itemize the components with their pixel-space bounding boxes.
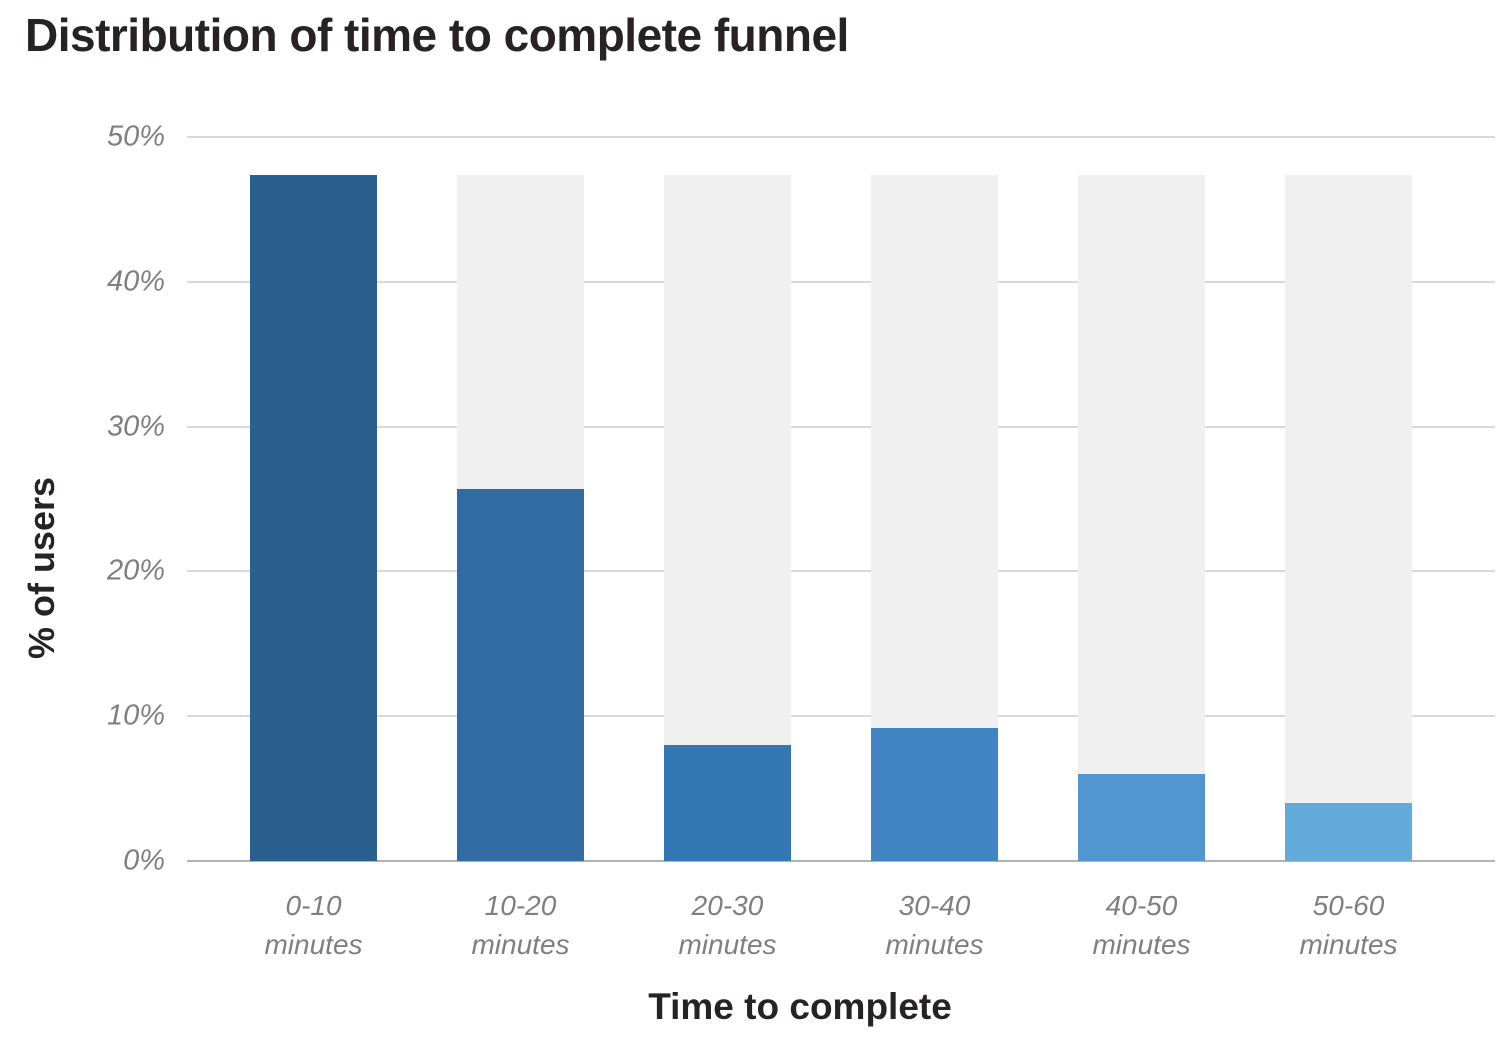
x-tick-line2: minutes: [678, 928, 777, 960]
x-tick-label: 50-60 minutes: [1299, 887, 1397, 964]
x-axis-line: [187, 860, 1495, 862]
gridline: [187, 425, 1495, 428]
bar-track: [1285, 174, 1412, 861]
y-tick-label: 10%: [106, 699, 165, 732]
x-tick-label: 30-40 minutes: [885, 887, 983, 964]
x-tick-line2: minutes: [264, 928, 363, 960]
x-tick-line1: 30-40: [898, 890, 971, 921]
gridline: [187, 280, 1495, 283]
y-tick-label: 0%: [123, 844, 165, 877]
x-tick-line2: minutes: [471, 928, 570, 960]
x-tick-line1: 40-50: [1105, 890, 1178, 921]
y-tick-label: 20%: [106, 554, 165, 587]
bar: [1285, 803, 1412, 861]
bar: [871, 727, 998, 861]
gridline: [187, 715, 1495, 718]
x-tick-label: 20-30 minutes: [678, 887, 776, 964]
bar: [664, 745, 791, 861]
x-axis-title: Time to complete: [648, 986, 952, 1027]
x-tick-line1: 0-10: [285, 890, 342, 921]
chart-title: Distribution of time to complete funnel: [25, 9, 849, 61]
x-tick-line2: minutes: [1299, 928, 1398, 960]
bar-track: [1078, 174, 1205, 861]
plot-area: 0% 10% 20% 30% 40% 50% 0-10 minutes 10-20 minutes…: [107, 121, 1495, 960]
gridline: [187, 570, 1495, 573]
y-tick-label: 40%: [106, 265, 165, 298]
x-tick-label: 10-20 minutes: [471, 887, 569, 964]
y-tick-label: 30%: [106, 410, 165, 443]
x-tick-label: 0-10 minutes: [264, 887, 362, 964]
y-tick-label: 50%: [106, 120, 165, 153]
x-tick-line1: 10-20: [484, 890, 557, 921]
x-tick-label: 40-50 minutes: [1092, 887, 1190, 964]
bar: [457, 488, 584, 861]
bar: [250, 174, 377, 861]
x-tick-line1: 20-30: [691, 890, 764, 921]
gridline: [187, 136, 1495, 138]
x-tick-line2: minutes: [885, 928, 984, 960]
y-axis-title: % of users: [21, 476, 62, 660]
x-tick-line1: 50-60: [1312, 890, 1385, 921]
x-tick-line2: minutes: [1092, 928, 1191, 960]
bar: [1078, 774, 1205, 861]
